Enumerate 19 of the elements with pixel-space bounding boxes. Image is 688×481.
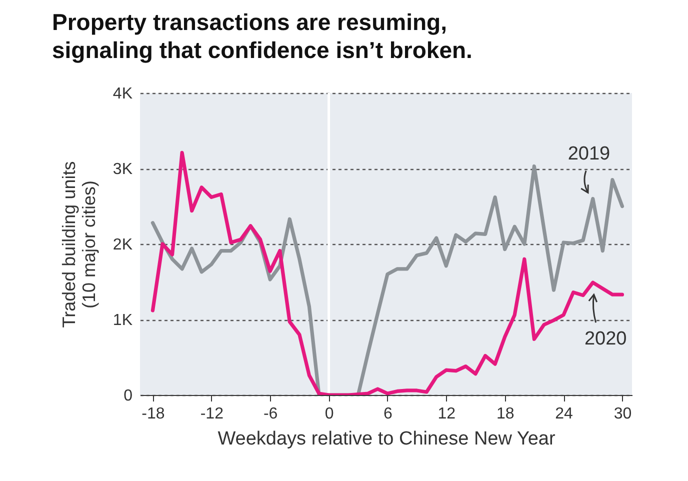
x-tick-label: -18 <box>142 406 165 422</box>
y-axis-title: Traded building units (10 major cities) <box>58 161 99 328</box>
y-tick-label: 0 <box>124 388 133 404</box>
series-label: 2019 <box>568 143 610 164</box>
x-axis-title: Weekdays relative to Chinese New Year <box>218 428 556 450</box>
x-tick-label: 24 <box>555 406 574 422</box>
chart-title: Property transactions are resuming, signaling that confidence isn’t broken. <box>52 8 474 64</box>
series-label: 2020 <box>584 328 627 350</box>
y-tick-label: 2K <box>112 236 133 254</box>
y-tick-label: 4K <box>112 86 133 102</box>
x-tick-label: 30 <box>614 406 632 422</box>
y-tick-label: 1K <box>112 312 133 329</box>
x-tick-label: -12 <box>200 406 224 422</box>
y-tick-label: 3K <box>112 161 133 178</box>
x-tick-label: 12 <box>438 406 456 422</box>
x-tick-label: 6 <box>384 406 393 422</box>
x-tick-label: 0 <box>324 406 334 422</box>
x-tick-label: -6 <box>263 406 278 422</box>
x-tick-label: 18 <box>496 406 514 422</box>
